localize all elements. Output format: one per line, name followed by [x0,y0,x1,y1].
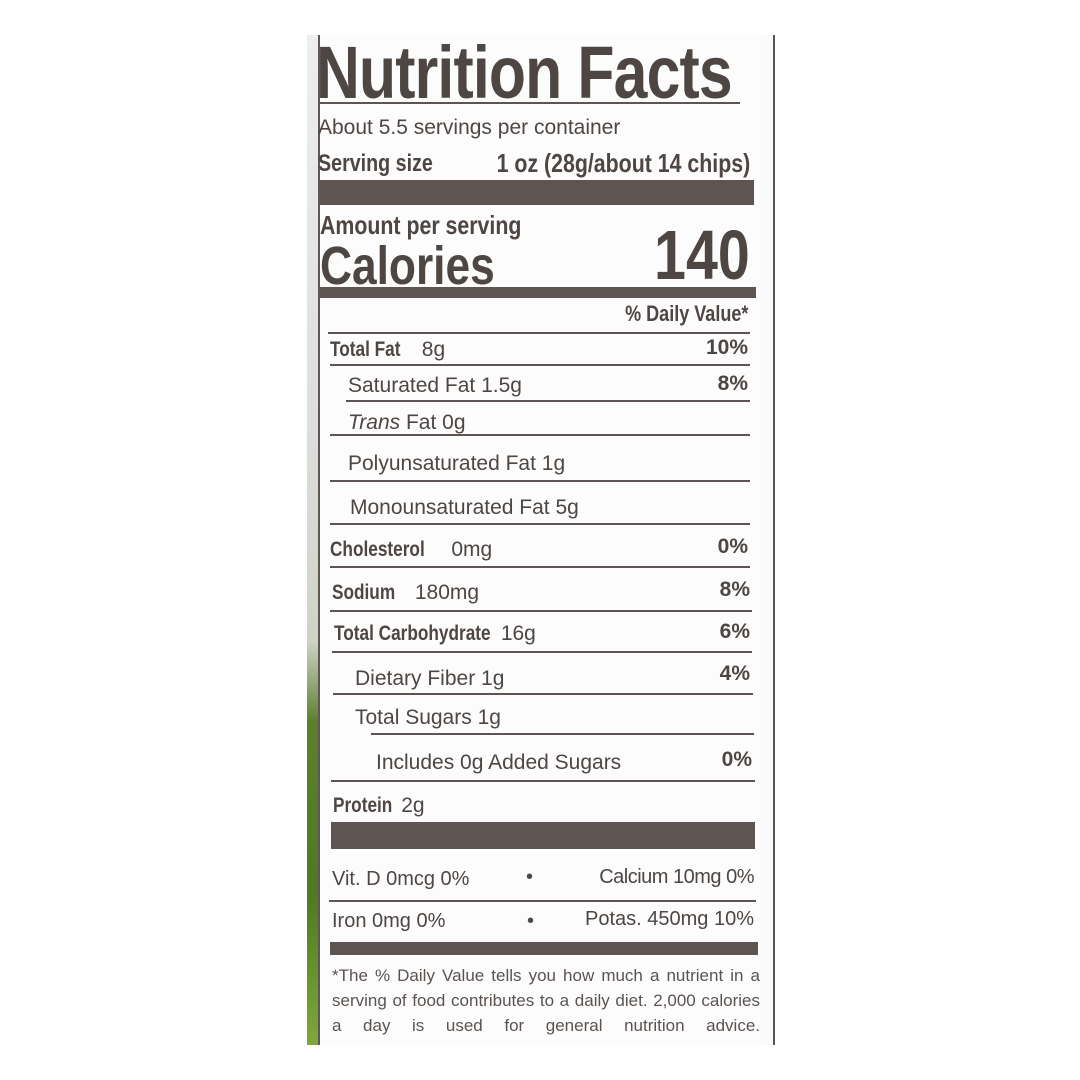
nutrient-amount: 16g [500,622,536,645]
divider [332,651,752,653]
divider [346,400,750,402]
divider [333,693,753,695]
calories-value: 140 [654,216,750,294]
nutrient-saturated-fat: Saturated Fat 1.5g [348,374,522,397]
iron: Iron 0mg 0% [332,910,446,932]
medium-divider [320,287,756,298]
nutrient-amount: Fat 0g [405,411,466,434]
divider [330,523,750,525]
separator-dot: • [527,910,535,932]
daily-value-footnote: *The % Daily Value tells you how much a … [332,966,760,1035]
nutrient-name: Trans [348,411,401,434]
nutrient-cholesterol: Cholesterol 0mg [330,538,492,562]
nutrient-dv: 4% [719,662,750,685]
nutrient-trans-fat: Trans Fat 0g [348,411,466,435]
serving-size-value: 1 oz (28g/about 14 chips) [496,148,750,178]
nutrient-amount: 180mg [414,581,480,604]
separator-dot: • [526,866,534,888]
nutrient-polyunsaturated-fat: Polyunsaturated Fat 1g [348,452,566,475]
divider [371,733,754,735]
divider [328,332,750,334]
divider [318,102,740,104]
divider [330,566,750,568]
divider [330,480,750,482]
vitamin-d: Vit. D 0mcg 0% [332,868,470,890]
thick-divider [331,822,755,849]
label-title: Nutrition Facts [316,31,733,114]
nutrient-amount: 8g [421,338,446,361]
nutrient-dv: 6% [719,620,750,643]
nutrient-dv: 8% [719,578,750,601]
nutrient-dv: 0% [721,748,752,771]
amount-per-serving: Amount per serving [320,210,522,240]
divider [330,364,750,366]
nutrient-amount: 2g [401,794,425,817]
calcium: Calcium 10mg 0% [599,866,754,888]
nutrient-name: Sodium [332,581,396,604]
nutrient-dietary-fiber: Dietary Fiber 1g [355,667,505,690]
daily-value-header: % Daily Value* [624,301,748,326]
nutrient-name: Cholesterol [330,538,425,561]
nutrient-dv: 8% [717,372,748,395]
nutrient-name: Total Carbohydrate [334,622,491,645]
nutrient-added-sugars: Includes 0g Added Sugars [376,751,622,774]
nutrient-dv: 10% [705,336,748,359]
nutrient-total-fat: Total Fat 8g [330,338,445,362]
nutrient-total-sugars: Total Sugars 1g [355,706,501,729]
nutrient-total-carbohydrate: Total Carbohydrate 16g [334,622,536,646]
calories-label: Calories [320,236,495,296]
medium-divider [330,942,758,955]
nutrient-protein: Protein 2g [333,794,425,818]
nutrient-name: Total Fat [330,338,401,361]
nutrient-amount: 0mg [451,538,493,561]
nutrient-dv: 0% [717,535,748,558]
divider [331,780,755,782]
servings-per-container: About 5.5 servings per container [318,116,621,139]
serving-size-label: Serving size [318,150,433,177]
divider [330,610,752,612]
nutrient-name: Protein [333,794,393,817]
thick-divider [320,180,754,205]
divider [329,900,756,902]
nutrient-monounsaturated-fat: Monounsaturated Fat 5g [350,496,579,519]
nutrient-sodium: Sodium 180mg [332,581,479,605]
divider [330,434,750,436]
potassium: Potas. 450mg 10% [585,908,754,930]
